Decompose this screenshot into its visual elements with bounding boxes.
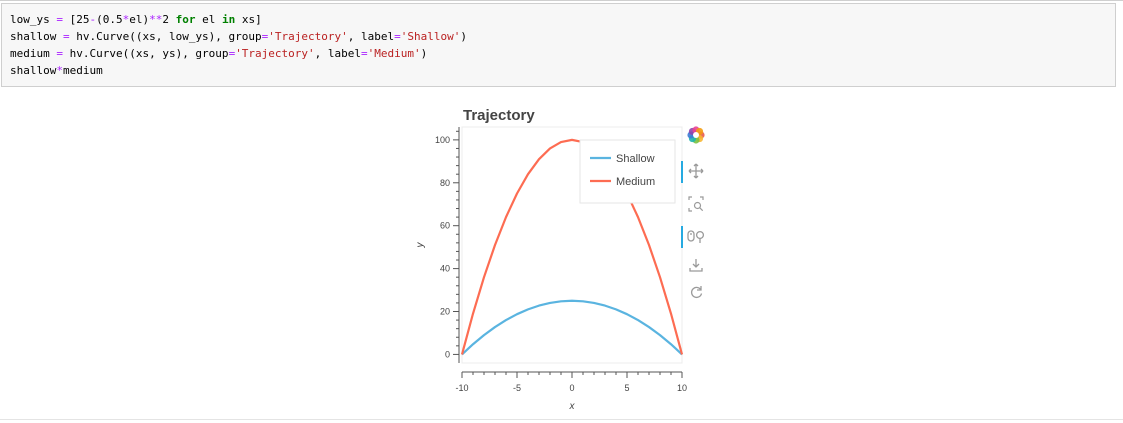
code-token: for (175, 13, 196, 26)
x-tick-label: -10 (455, 383, 468, 393)
code-token: 'Trajectory' (268, 30, 348, 43)
legend-label-medium: Medium (616, 176, 655, 188)
code-token: hv.Curve((xs, low_ys), group (69, 30, 262, 43)
code-token: = (261, 30, 269, 43)
code-token: , label (314, 47, 362, 60)
pan-icon[interactable] (683, 160, 709, 182)
y-tick-label: 20 (440, 307, 450, 317)
x-tick-label: -5 (513, 383, 521, 393)
code-token: shallow (10, 64, 57, 77)
code-token: = (56, 47, 63, 60)
code-token: = (62, 30, 70, 43)
code-token: el) (129, 13, 150, 26)
code-token: ) (420, 47, 428, 60)
x-tick-label: 0 (569, 383, 574, 393)
y-tick-label: 40 (440, 264, 450, 274)
code-token: ) (460, 30, 467, 43)
code-line: shallow*medium (10, 64, 103, 77)
wheel-zoom-active-indicator (681, 226, 683, 248)
code-token: in (221, 13, 236, 26)
code-token: = (394, 30, 401, 43)
code-token: = (228, 47, 236, 60)
bokeh-logo-icon (683, 124, 709, 146)
code-token: - (89, 13, 97, 26)
legend-label-shallow: Shallow (616, 153, 655, 165)
code-line: low_ys = [25-(0.5*el)**2 for el in xs] (10, 13, 262, 26)
bottom-rule (0, 419, 1123, 420)
code-token: el (195, 13, 222, 26)
legend: Shallow Medium (579, 139, 676, 204)
code-line: shallow = hv.Curve((xs, low_ys), group='… (10, 30, 467, 43)
code-token: 'Medium' (367, 47, 421, 60)
chart-title: Trajectory (463, 107, 535, 124)
code-token: xs] (235, 13, 262, 26)
trajectory-plot[interactable]: Trajectory -10 -5 0 5 10 x 0 20 40 60 80 100 y Shallow… (415, 100, 695, 410)
code-token: low_ys (10, 13, 57, 26)
y-tick-label: 60 (440, 221, 450, 231)
save-icon[interactable] (683, 254, 709, 276)
y-tick-label: 100 (435, 135, 450, 145)
code-token: medium (10, 47, 57, 60)
code-cell-input[interactable]: low_ys = [25-(0.5*el)**2 for el in xs] s… (1, 3, 1116, 87)
code-token: 'Shallow' (400, 30, 461, 43)
wheel-zoom-icon[interactable] (683, 225, 709, 247)
code-token: 2 (162, 13, 176, 26)
reset-icon[interactable] (683, 281, 709, 303)
y-axis-label: y (415, 242, 426, 249)
x-axis-label: x (569, 401, 576, 410)
series-line-medium (460, 138, 684, 355)
y-tick-label: 80 (440, 178, 450, 188)
box-zoom-icon[interactable] (683, 193, 709, 215)
y-tick-label: 0 (445, 349, 450, 359)
code-token: = (361, 47, 368, 60)
code-line: medium = hv.Curve((xs, ys), group='Traje… (10, 47, 427, 60)
code-token: = (56, 13, 63, 26)
series-line-shallow (461, 299, 683, 356)
pan-active-indicator (681, 161, 683, 183)
legend-box (579, 139, 676, 204)
top-rule (0, 0, 1123, 1)
code-token: shallow (10, 30, 63, 43)
code-token: * (56, 64, 63, 77)
x-tick-label: 5 (624, 383, 629, 393)
code-token: (0.5 (96, 13, 123, 26)
code-editor[interactable]: low_ys = [25-(0.5*el)**2 for el in xs] s… (10, 11, 467, 79)
code-token: 'Trajectory' (235, 47, 315, 60)
x-tick-label: 10 (677, 383, 687, 393)
code-token: * (122, 13, 130, 26)
code-token: hv.Curve((xs, ys), group (62, 47, 229, 60)
code-token: ** (149, 13, 163, 26)
code-token: medium (62, 64, 103, 77)
code-token: [25 (62, 13, 90, 26)
code-token: , label (347, 30, 395, 43)
